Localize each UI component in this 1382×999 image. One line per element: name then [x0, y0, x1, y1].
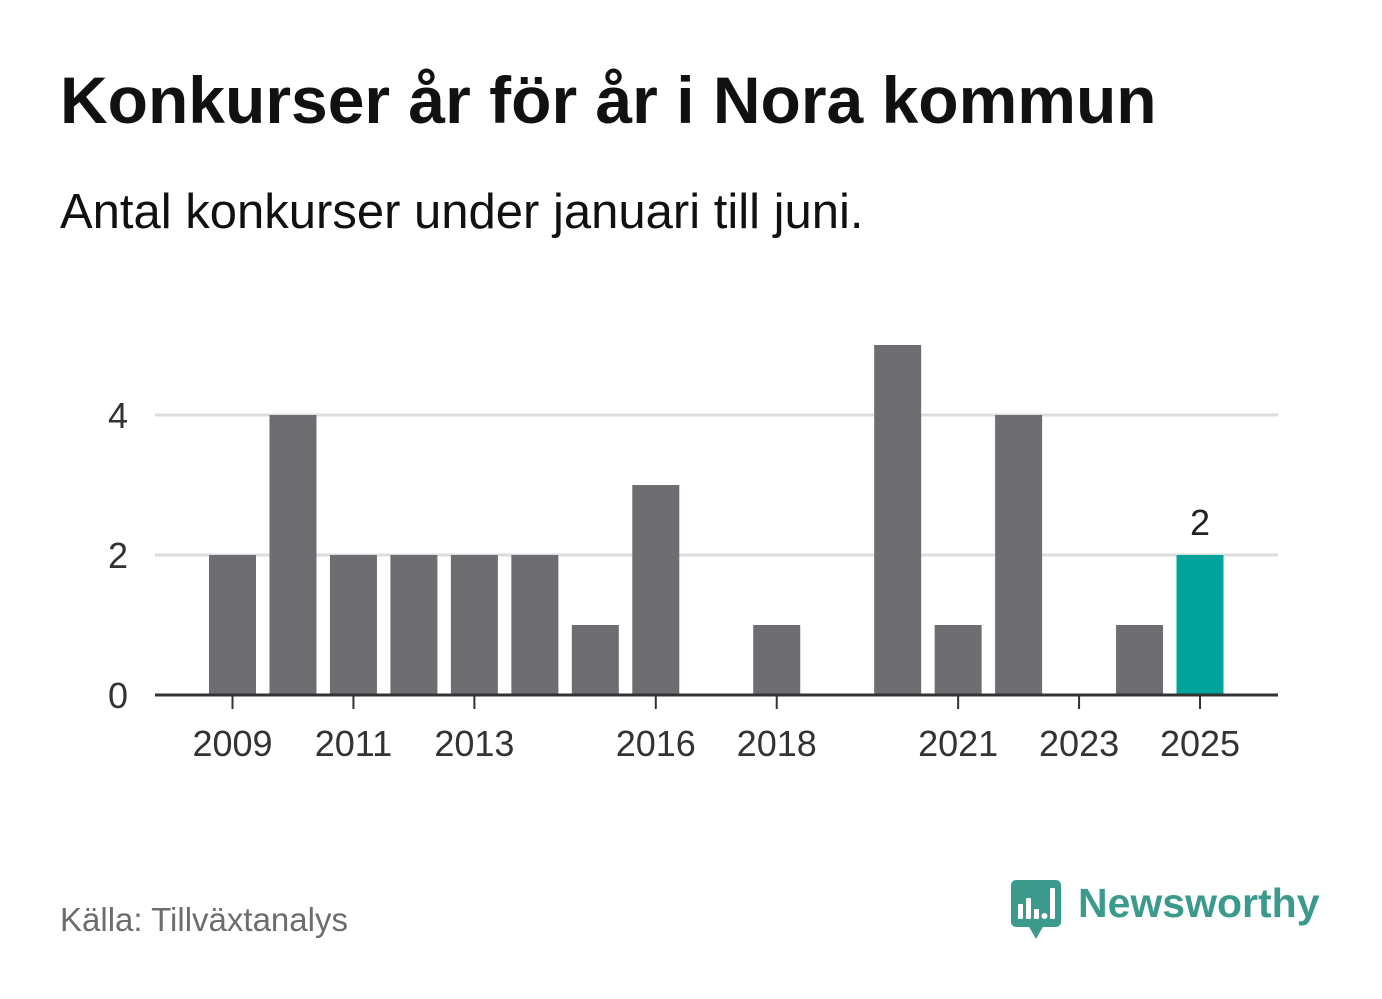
gridlines — [155, 413, 1278, 557]
logo-bubble — [1011, 880, 1061, 927]
x-axis-labels: 2009 2011 2013 2016 2018 2021 2023 2025 — [192, 723, 1240, 764]
brand-logo: Newsworthy — [1011, 880, 1331, 942]
bar-2012 — [390, 555, 438, 695]
bar-2014 — [511, 555, 559, 695]
bar-2010 — [269, 415, 317, 695]
bar-2021 — [934, 625, 982, 695]
bar-2013 — [450, 555, 498, 695]
logo-bar — [1026, 898, 1031, 919]
chart-subtitle: Antal konkurser under januari till juni. — [60, 185, 864, 239]
y-tick-label-0: 0 — [108, 675, 128, 716]
bar-2020 — [874, 345, 922, 695]
x-tick-label-2009: 2009 — [192, 723, 272, 764]
bar-2009 — [209, 555, 256, 695]
logo-bar — [1050, 888, 1055, 919]
logo-bar — [1018, 904, 1023, 919]
source-text: Källa: Tillväxtanalys — [60, 901, 348, 938]
logo-dot — [1041, 913, 1048, 919]
bar-2011 — [329, 555, 377, 695]
x-tick-label-2021: 2021 — [918, 723, 998, 764]
bar-2022 — [995, 415, 1043, 695]
brand-name: Newsworthy — [1078, 880, 1320, 926]
x-axis — [155, 693, 1278, 709]
bars — [209, 345, 1224, 695]
x-tick-label-2013: 2013 — [434, 723, 514, 764]
bar-2018 — [753, 625, 801, 695]
logo-bubble-tail — [1028, 925, 1044, 939]
y-tick-label-2: 2 — [108, 535, 128, 576]
bar-2025 — [1176, 555, 1224, 695]
y-tick-label-4: 4 — [108, 395, 128, 436]
x-tick-label-2011: 2011 — [315, 723, 392, 764]
bar-2015 — [571, 625, 619, 695]
data-labels: 2 — [1190, 502, 1210, 543]
bar-2016 — [632, 485, 680, 695]
x-tick-label-2016: 2016 — [616, 723, 696, 764]
newsworthy-logo-icon — [1011, 880, 1061, 939]
logo-bar — [1034, 909, 1039, 919]
x-tick-label-2025: 2025 — [1160, 723, 1240, 764]
bar-2024 — [1116, 625, 1164, 695]
x-tick-label-2018: 2018 — [737, 723, 817, 764]
bar-chart: 0 2 4 2009 2011 2013 2016 2018 2021 2023 2025 2 — [108, 345, 1278, 764]
y-axis-labels: 0 2 4 — [108, 395, 128, 716]
data-label-2025: 2 — [1190, 502, 1210, 543]
x-tick-label-2023: 2023 — [1039, 723, 1119, 764]
chart-title: Konkurser år för år i Nora kommun — [60, 63, 1157, 137]
